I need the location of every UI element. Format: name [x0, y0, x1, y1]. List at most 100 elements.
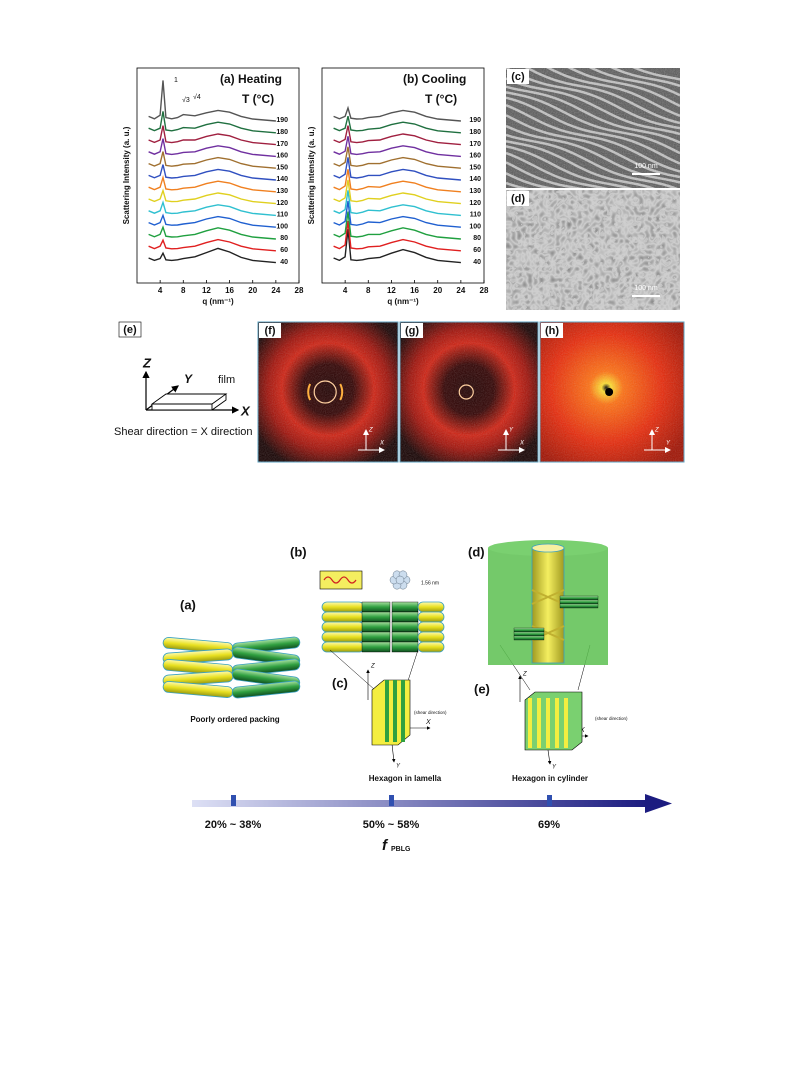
- lamella: [385, 680, 389, 742]
- saxs-panel: (h) Z Y: [539, 321, 685, 463]
- legend-label: 100: [469, 223, 481, 230]
- lamella: [401, 680, 405, 742]
- green-block: [361, 601, 391, 613]
- panel-label: (d): [511, 193, 525, 205]
- micrograph-d: (d) 100 nm: [506, 190, 680, 310]
- bundle: [513, 635, 545, 641]
- curve: [333, 116, 461, 134]
- rod: [417, 621, 445, 633]
- legend-label: 180: [276, 129, 288, 136]
- bundle: [559, 599, 599, 605]
- panel-label: (c): [332, 675, 348, 690]
- label-box: [401, 323, 423, 338]
- rod: [321, 611, 365, 623]
- panel-label: (b): [290, 544, 307, 559]
- range-tick: [231, 795, 236, 806]
- rod: [321, 641, 365, 653]
- green-block: [391, 621, 419, 633]
- micrograph-c: (c) 100 nm: [506, 68, 680, 188]
- green-block: [361, 641, 391, 653]
- chart: 4 8 12 16 20 24 28 q (nm⁻¹) Scattering Intensity…: [122, 67, 304, 306]
- curve: [333, 105, 461, 122]
- panel-label: (g): [405, 325, 419, 337]
- curve: [148, 80, 276, 122]
- panel-label: (e): [123, 324, 137, 336]
- legend-label: 60: [280, 247, 288, 254]
- axis-symbol: f: [382, 837, 389, 854]
- scale-bar-label: 100 nm: [634, 163, 658, 170]
- x-tick-label: 8: [366, 286, 371, 295]
- curve: [333, 136, 461, 158]
- axis-label: Z: [368, 428, 373, 434]
- helix: [531, 589, 565, 641]
- panel-label: (d): [468, 544, 485, 559]
- beam-stop: [605, 388, 614, 396]
- legend-label: 120: [469, 200, 481, 207]
- x-axis-label: q (nm⁻¹): [387, 297, 419, 306]
- x-tick-label: 24: [271, 286, 280, 295]
- green-block: [391, 641, 419, 653]
- curve: [148, 125, 276, 146]
- bundle: [513, 631, 545, 637]
- y-axis-label: Scattering Intensity (a. u.): [307, 126, 316, 224]
- axis-arrow: [547, 749, 552, 765]
- legend-label: 170: [276, 141, 288, 148]
- axis-subscript: PBLG: [391, 846, 411, 853]
- composition-arrow: [192, 800, 647, 807]
- curve: [333, 179, 461, 205]
- legend-label: 40: [280, 259, 288, 266]
- x-axis-label: q (nm⁻¹): [202, 297, 234, 306]
- plot-frame: [321, 67, 485, 284]
- cyl-rod: [546, 698, 550, 748]
- shear-label: (shear direction): [414, 710, 447, 715]
- peak-label: √3: [182, 96, 190, 104]
- arc: [339, 383, 344, 401]
- plot-frame: [136, 67, 300, 284]
- range-label: 69%: [538, 819, 560, 831]
- legend-label: 80: [473, 235, 481, 242]
- sem-image: [506, 190, 680, 310]
- curve: [148, 238, 276, 252]
- geometry-panel: (e) Z Y X film Shear direction = X direc…: [114, 321, 253, 438]
- axis-label: Z: [370, 664, 375, 670]
- curve: [148, 200, 276, 217]
- axis-label: Z: [522, 672, 527, 678]
- rod: [231, 680, 301, 699]
- y-axis-label: Scattering Intensity (a. u.): [122, 126, 131, 224]
- legend-label: 150: [276, 164, 288, 171]
- label-box: [541, 323, 563, 338]
- axis-label: X: [425, 719, 431, 726]
- axis-label: Z: [142, 355, 152, 370]
- axis-label: X: [519, 441, 525, 447]
- legend-label: 40: [473, 259, 481, 266]
- scale-bar-label: 100 nm: [634, 285, 658, 292]
- caption: Shear direction = X direction: [114, 426, 253, 438]
- panel-label: (c): [511, 71, 525, 83]
- green-block: [391, 631, 419, 643]
- rod: [417, 611, 445, 623]
- caption: Poorly ordered packing: [190, 715, 279, 724]
- chart-title: (b) Cooling: [403, 72, 466, 86]
- cyl-rod: [537, 698, 541, 748]
- inner-ring: [313, 380, 337, 404]
- curve: [333, 220, 461, 252]
- x-tick-label: 16: [410, 286, 419, 295]
- curve: [148, 174, 276, 193]
- axis-label: Y: [509, 428, 514, 434]
- legend-label: 160: [469, 153, 481, 160]
- x-tick-label: 20: [433, 286, 442, 295]
- rod: [321, 631, 365, 643]
- panel-label: (a): [180, 597, 196, 612]
- saxs-panel: (g) Y X: [399, 321, 539, 463]
- saxs-noise: [258, 322, 398, 462]
- x-tick-label: 28: [480, 286, 489, 295]
- hex-cell: [395, 575, 405, 585]
- cyl-rod: [528, 698, 532, 748]
- film-label: film: [218, 374, 235, 386]
- chart-title: (a) Heating: [220, 72, 282, 86]
- range-tick: [389, 795, 394, 806]
- sem-noise: [506, 68, 680, 188]
- shear-label: (shear direction): [595, 716, 628, 721]
- arc: [307, 383, 312, 401]
